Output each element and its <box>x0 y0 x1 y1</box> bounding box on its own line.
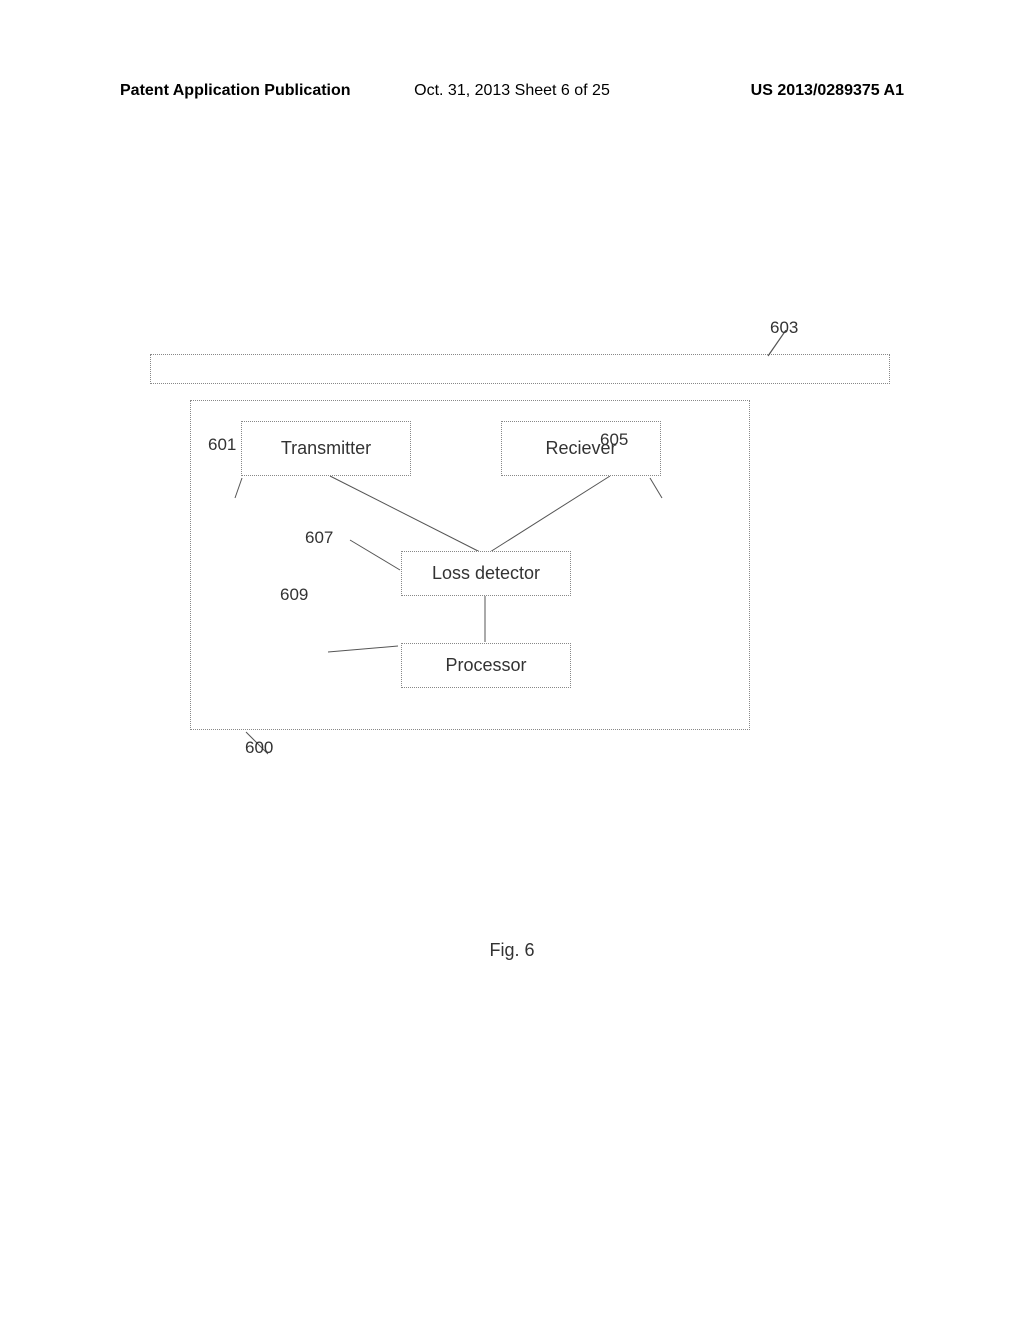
figure-6-diagram: Transmitter Reciever Loss detector Proce… <box>150 330 890 780</box>
loss-detector-label: Loss detector <box>432 563 540 584</box>
ref-609: 609 <box>280 585 308 605</box>
skin-layer-box <box>150 354 890 384</box>
device-container-box: Transmitter Reciever Loss detector Proce… <box>190 400 750 730</box>
transmitter-label: Transmitter <box>281 438 371 459</box>
ref-607: 607 <box>305 528 333 548</box>
ref-605: 605 <box>600 430 628 450</box>
processor-label: Processor <box>445 655 526 676</box>
ref-603: 603 <box>770 318 798 338</box>
page-header: Patent Application Publication Oct. 31, … <box>120 82 904 100</box>
processor-box: Processor <box>401 643 571 688</box>
header-center: Oct. 31, 2013 Sheet 6 of 25 <box>381 82 642 100</box>
transmitter-box: Transmitter <box>241 421 411 476</box>
receiver-box: Reciever <box>501 421 661 476</box>
header-left: Patent Application Publication <box>120 82 381 100</box>
figure-caption: Fig. 6 <box>0 940 1024 961</box>
header-right: US 2013/0289375 A1 <box>643 82 904 100</box>
ref-601: 601 <box>208 435 236 455</box>
loss-detector-box: Loss detector <box>401 551 571 596</box>
ref-600: 600 <box>245 738 273 758</box>
